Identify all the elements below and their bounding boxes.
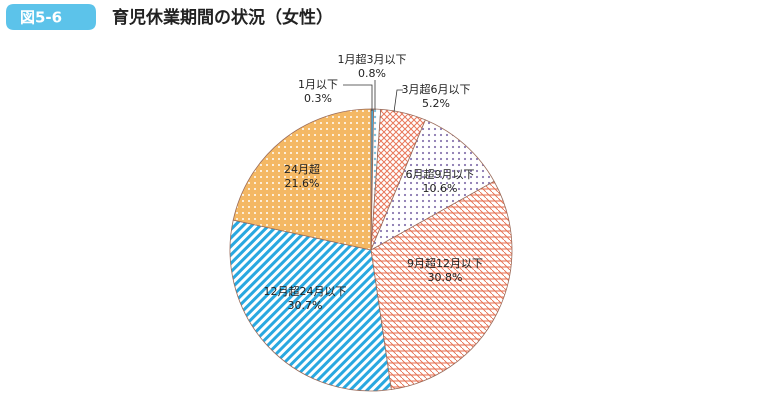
slice-label: 1月以下 (298, 78, 338, 91)
chart-title: 育児休業期間の状況（女性） (112, 7, 333, 28)
slice-label: 12月超24月以下 (264, 284, 347, 298)
pie-slice (229, 219, 392, 392)
leader-line (393, 89, 403, 113)
slice-label: 1月超3月以下 (338, 52, 407, 66)
value-label: 5.2% (422, 97, 450, 110)
pie-slice (370, 119, 495, 251)
value-label: 0.3% (304, 92, 332, 105)
slice-label: 3月超6月以下 (402, 82, 471, 96)
leader-line (343, 84, 373, 111)
value-label: 0.8% (358, 67, 386, 80)
slice-label: 6月超9月以下 (406, 167, 475, 181)
value-label: 30.7% (288, 299, 323, 312)
figure-label: 図5-6 (20, 9, 62, 27)
value-label: 10.6% (423, 182, 458, 195)
slice-label: 9月超12月以下 (407, 256, 483, 270)
pie-slice (370, 180, 513, 390)
slice-label: 24月超 (284, 162, 320, 176)
value-label: 21.6% (285, 177, 320, 190)
value-label: 30.8% (428, 271, 463, 284)
pie-slice (232, 108, 372, 251)
figure-badge (6, 4, 96, 30)
